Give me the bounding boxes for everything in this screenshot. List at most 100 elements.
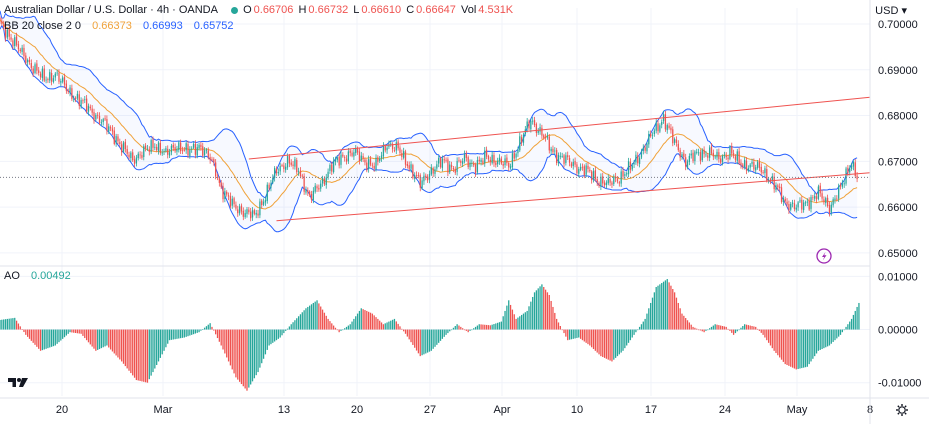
ao-bar bbox=[45, 329, 47, 349]
candle-body bbox=[495, 162, 497, 165]
ao-bar bbox=[285, 329, 287, 331]
candle-body bbox=[532, 120, 534, 122]
ao-bar bbox=[703, 329, 705, 333]
candle-body bbox=[305, 190, 307, 193]
candle-body bbox=[63, 77, 66, 85]
ao-bar bbox=[106, 329, 108, 346]
candle-body bbox=[139, 154, 141, 156]
ao-bar bbox=[572, 329, 574, 339]
ao-bar bbox=[760, 329, 762, 333]
candle-body bbox=[19, 49, 21, 51]
candle-body bbox=[677, 143, 679, 151]
candle-body bbox=[673, 139, 676, 143]
ao-bar bbox=[565, 329, 567, 337]
ao-bar bbox=[152, 329, 154, 373]
candle-body bbox=[78, 94, 80, 106]
ao-bar bbox=[21, 329, 23, 330]
candle-body bbox=[567, 155, 569, 158]
ao-bar bbox=[17, 323, 20, 330]
ao-bar bbox=[367, 311, 370, 330]
ao-bar bbox=[52, 329, 55, 347]
ao-bar bbox=[788, 329, 790, 366]
ao-bar bbox=[207, 324, 209, 330]
candle-body bbox=[530, 121, 532, 130]
candle-body bbox=[515, 153, 517, 158]
ao-bar bbox=[447, 329, 449, 334]
candle-body bbox=[185, 143, 187, 151]
ao-label[interactable]: AO bbox=[4, 270, 20, 282]
ao-bar bbox=[320, 306, 322, 330]
candle-body bbox=[133, 159, 136, 164]
candle-body bbox=[845, 168, 847, 184]
candle-body bbox=[421, 180, 423, 189]
candle-body bbox=[132, 152, 134, 161]
bb-label[interactable]: BB 20 close 2 0 bbox=[4, 20, 82, 32]
symbol-title[interactable]: Australian Dollar / U.S. Dollar · 4h · O… bbox=[4, 4, 218, 16]
candle-body bbox=[205, 149, 208, 151]
candle-body bbox=[462, 161, 464, 164]
ao-bar bbox=[570, 329, 573, 340]
ao-bar bbox=[532, 296, 534, 330]
candle-body bbox=[815, 196, 818, 200]
ao-bar bbox=[229, 329, 232, 366]
channel-lines bbox=[248, 96, 871, 222]
ao-bar bbox=[41, 329, 44, 351]
ao-bar bbox=[644, 318, 646, 330]
ao-bar bbox=[111, 329, 114, 352]
ao-bar bbox=[635, 329, 637, 333]
chevron-down-icon: ▾ bbox=[901, 5, 907, 17]
ao-bar bbox=[425, 329, 427, 354]
candle-body bbox=[395, 142, 397, 151]
candle-body bbox=[27, 59, 29, 63]
candle-body bbox=[183, 149, 185, 151]
ao-bar bbox=[399, 326, 401, 330]
ao-bar bbox=[32, 329, 34, 343]
candle-body bbox=[200, 144, 202, 148]
candle-body bbox=[742, 164, 744, 167]
candles bbox=[0, 16, 858, 222]
ao-bar bbox=[817, 329, 820, 351]
candle-body bbox=[557, 155, 560, 164]
ao-bar bbox=[43, 329, 45, 350]
candle-body bbox=[626, 173, 628, 175]
bb-basis-value: 0.66373 bbox=[92, 20, 132, 32]
candle-body bbox=[556, 149, 558, 163]
candle-body bbox=[565, 155, 567, 163]
candle-body bbox=[279, 165, 281, 172]
candle-body bbox=[135, 157, 138, 164]
ao-bar bbox=[128, 329, 130, 371]
candle-body bbox=[541, 127, 543, 136]
candle-body bbox=[371, 164, 373, 166]
ao-bar bbox=[795, 329, 797, 370]
ao-bar bbox=[729, 329, 731, 331]
lightning-icon[interactable] bbox=[816, 248, 832, 264]
ao-bar bbox=[838, 329, 840, 337]
ao-bar bbox=[616, 329, 619, 357]
candle-body bbox=[360, 155, 362, 161]
settings-icon[interactable] bbox=[896, 404, 908, 416]
ao-bar bbox=[238, 329, 241, 382]
open-label: O bbox=[243, 4, 252, 16]
candle-body bbox=[408, 165, 410, 169]
ao-bar bbox=[340, 329, 342, 331]
candle-body bbox=[731, 146, 733, 154]
ao-bar bbox=[216, 329, 219, 339]
candle-body bbox=[638, 157, 641, 164]
ao-histogram bbox=[0, 279, 860, 391]
time-tick-label: 24 bbox=[719, 404, 731, 416]
candle-body bbox=[244, 213, 246, 218]
currency-selector[interactable]: USD ▾ bbox=[875, 4, 907, 17]
candle-body bbox=[710, 146, 713, 154]
candle-body bbox=[242, 210, 244, 217]
candle-body bbox=[736, 151, 738, 161]
candle-body bbox=[696, 151, 698, 153]
ao-bar bbox=[650, 302, 652, 330]
ao-bar bbox=[401, 328, 403, 330]
candle-body bbox=[401, 153, 403, 157]
bollinger-bands bbox=[0, 10, 858, 233]
ao-bar bbox=[441, 329, 444, 339]
candle-body bbox=[579, 166, 582, 170]
candle-body bbox=[683, 153, 685, 157]
ao-bar bbox=[34, 329, 36, 345]
